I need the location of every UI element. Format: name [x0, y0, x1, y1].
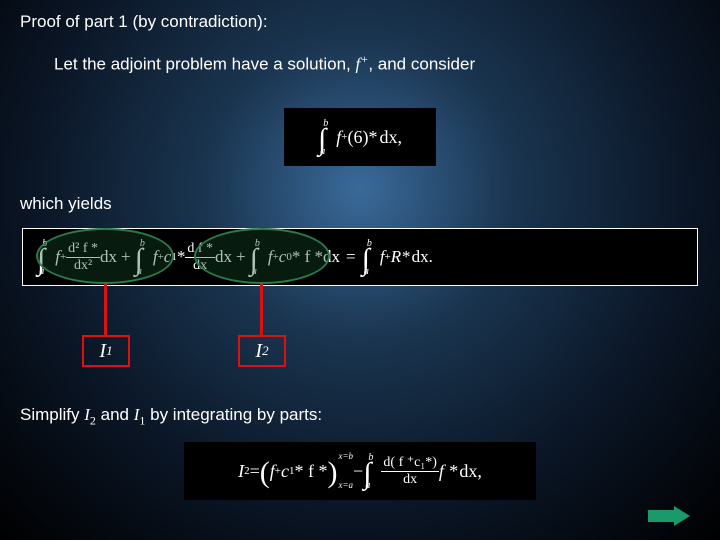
simp-suffix: by integrating by parts:: [145, 405, 322, 424]
I2-sym: I: [255, 340, 262, 363]
next-arrow[interactable]: [648, 506, 690, 526]
m3-bc: c: [281, 461, 289, 482]
m3-lim-up: x=b: [338, 452, 353, 461]
let-suffix: , and consider: [368, 55, 475, 74]
I1-sub: 1: [106, 343, 113, 359]
m3-den: dx: [403, 472, 417, 487]
simp-prefix: Simplify: [20, 405, 84, 424]
math-block-1: ∫ b a f + (6)* dx,: [284, 108, 436, 166]
m3-minus: −: [353, 461, 363, 482]
connector-1: [104, 284, 107, 335]
proof-title: Proof of part 1 (by contradiction):: [20, 12, 268, 32]
m2-rhs-dx: dx: [412, 247, 429, 267]
m2-eq: =: [346, 247, 356, 267]
m2d-up: b: [367, 238, 372, 249]
m2-period: .: [429, 247, 433, 267]
m3-dx: dx,: [459, 461, 482, 482]
label-I2-box: I2: [238, 335, 286, 367]
arrow-head-icon: [674, 506, 690, 526]
m1-dx: dx,: [379, 127, 402, 148]
m3-lim-lo: x=a: [338, 481, 353, 490]
m3-rparen: ): [327, 456, 337, 490]
I1-sym: I: [99, 340, 106, 363]
m3-frac: d( f ⁺c₁*)dx: [381, 456, 438, 487]
connector-2: [260, 284, 263, 335]
simplify-line: Simplify I2 and I1 by integrating by par…: [20, 405, 322, 428]
m3-eq: =: [250, 461, 260, 482]
m3-bstar: * f *: [294, 461, 327, 482]
label-I1-box: I1: [82, 335, 130, 367]
highlight-ellipse-1: [36, 228, 174, 284]
m3-lparen: (: [260, 456, 270, 490]
m3-rhsf: f *: [439, 461, 458, 482]
arrow-body: [648, 510, 676, 522]
int-upper: b: [323, 118, 328, 129]
which-yields: which yields: [20, 194, 112, 214]
int-lower: a: [320, 146, 325, 157]
m3-int-lo: a: [365, 480, 370, 491]
m3-num: d( f ⁺c₁*): [381, 456, 438, 472]
m2-rhs-R: R*: [391, 247, 410, 267]
m2d-lo: a: [364, 266, 369, 277]
m3-int-up: b: [368, 452, 373, 463]
simp-mid: and: [96, 405, 134, 424]
m1-paren: (6)*: [347, 127, 377, 148]
let-prefix: Let the adjoint problem have a solution,: [54, 55, 355, 74]
m3-bracket-limits: x=b x=a: [338, 452, 353, 490]
let-line: Let the adjoint problem have a solution,…: [54, 52, 475, 75]
I2-sub: 2: [262, 343, 269, 359]
highlight-ellipse-2: [194, 228, 330, 284]
m2-t2-star: *: [177, 247, 186, 267]
math-block-3: I2 = ( f+ c1 * f * ) x=b x=a − ∫ba d( f …: [184, 442, 536, 500]
